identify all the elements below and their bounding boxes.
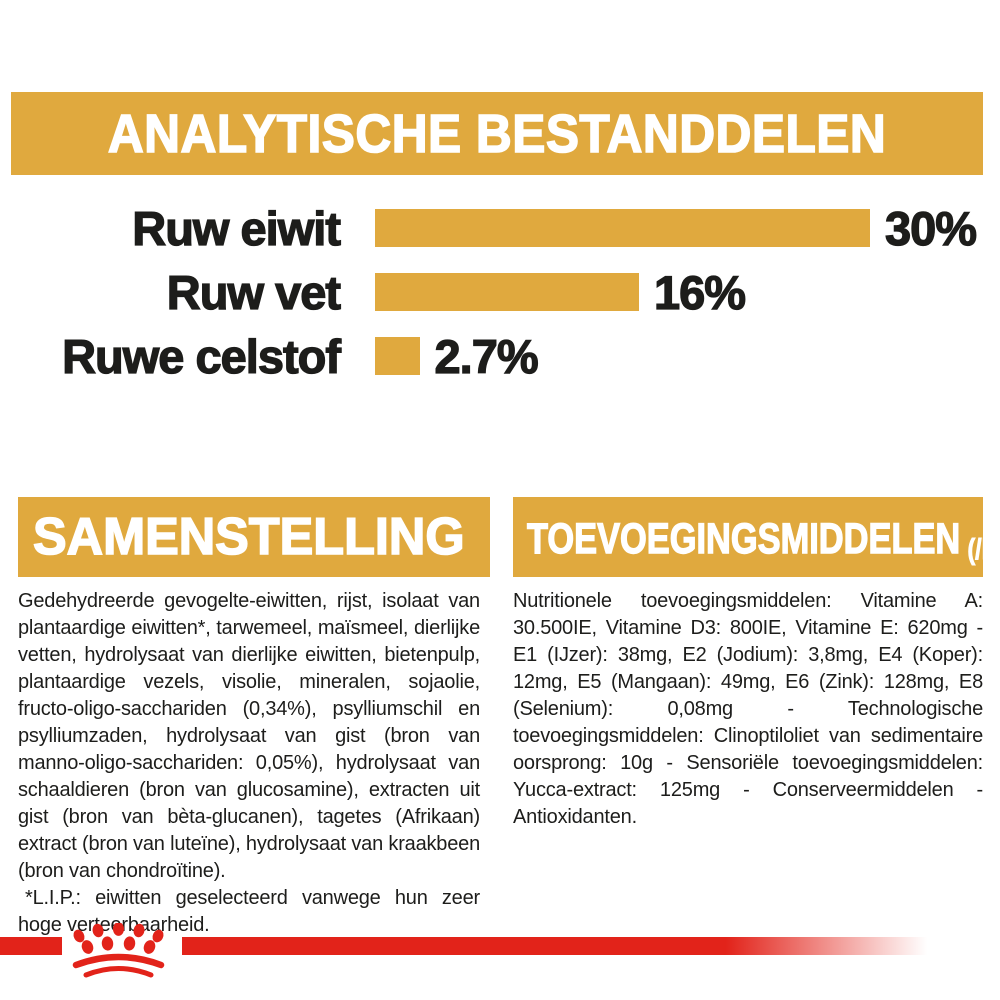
additives-section-title: TOEVOEGINGSMIDDELEN (526, 515, 961, 563)
analytical-bar-chart: Ruw eiwit 30% Ruw vet 16% Ruwe celstof 2… (0, 196, 1000, 388)
additives-text: Nutritionele toevoegingsmiddelen: Vitami… (513, 590, 983, 828)
additives-body: Nutritionele toevoegingsmiddelen: Vitami… (513, 588, 983, 831)
royal-canin-crown-paw-icon (72, 923, 165, 978)
footer-red-stripe-right (182, 937, 927, 955)
composition-ingredients-text: Gedehydreerde gevogelte-eiwitten, rijst,… (18, 590, 480, 882)
chart-label: Ruw eiwit (132, 201, 342, 255)
composition-section-banner: SAMENSTELLING (18, 497, 490, 577)
chart-row-crude-fibre: Ruwe celstof 2.7% (0, 324, 1000, 388)
chart-value: 16% (653, 265, 746, 319)
footer-red-stripe-left (0, 937, 62, 955)
chart-row-crude-protein: Ruw eiwit 30% (0, 196, 1000, 260)
chart-bar (375, 337, 420, 375)
additives-title-wrap: TOEVOEGINGSMIDDELEN (/kg) (526, 515, 1000, 577)
chart-bar (375, 209, 870, 247)
additives-title-unit: (/kg) (967, 534, 1000, 566)
analytical-section-banner: ANALYTISCHE BESTANDDELEN (11, 92, 983, 175)
chart-label: Ruw vet (166, 265, 342, 319)
additives-section-banner: TOEVOEGINGSMIDDELEN (/kg) (513, 497, 1000, 577)
chart-value: 2.7% (434, 329, 539, 383)
analytical-section-title: ANALYTISCHE BESTANDDELEN (107, 103, 887, 165)
composition-footnote: *L.I.P.: eiwitten geselecteerd vanwege h… (18, 887, 480, 936)
chart-label: Ruwe celstof (61, 329, 341, 383)
chart-value: 30% (884, 201, 977, 255)
chart-bar (375, 273, 639, 311)
composition-section-title: SAMENSTELLING (32, 507, 465, 567)
chart-row-crude-fat: Ruw vet 16% (0, 260, 1000, 324)
composition-body: Gedehydreerde gevogelte-eiwitten, rijst,… (18, 588, 480, 939)
